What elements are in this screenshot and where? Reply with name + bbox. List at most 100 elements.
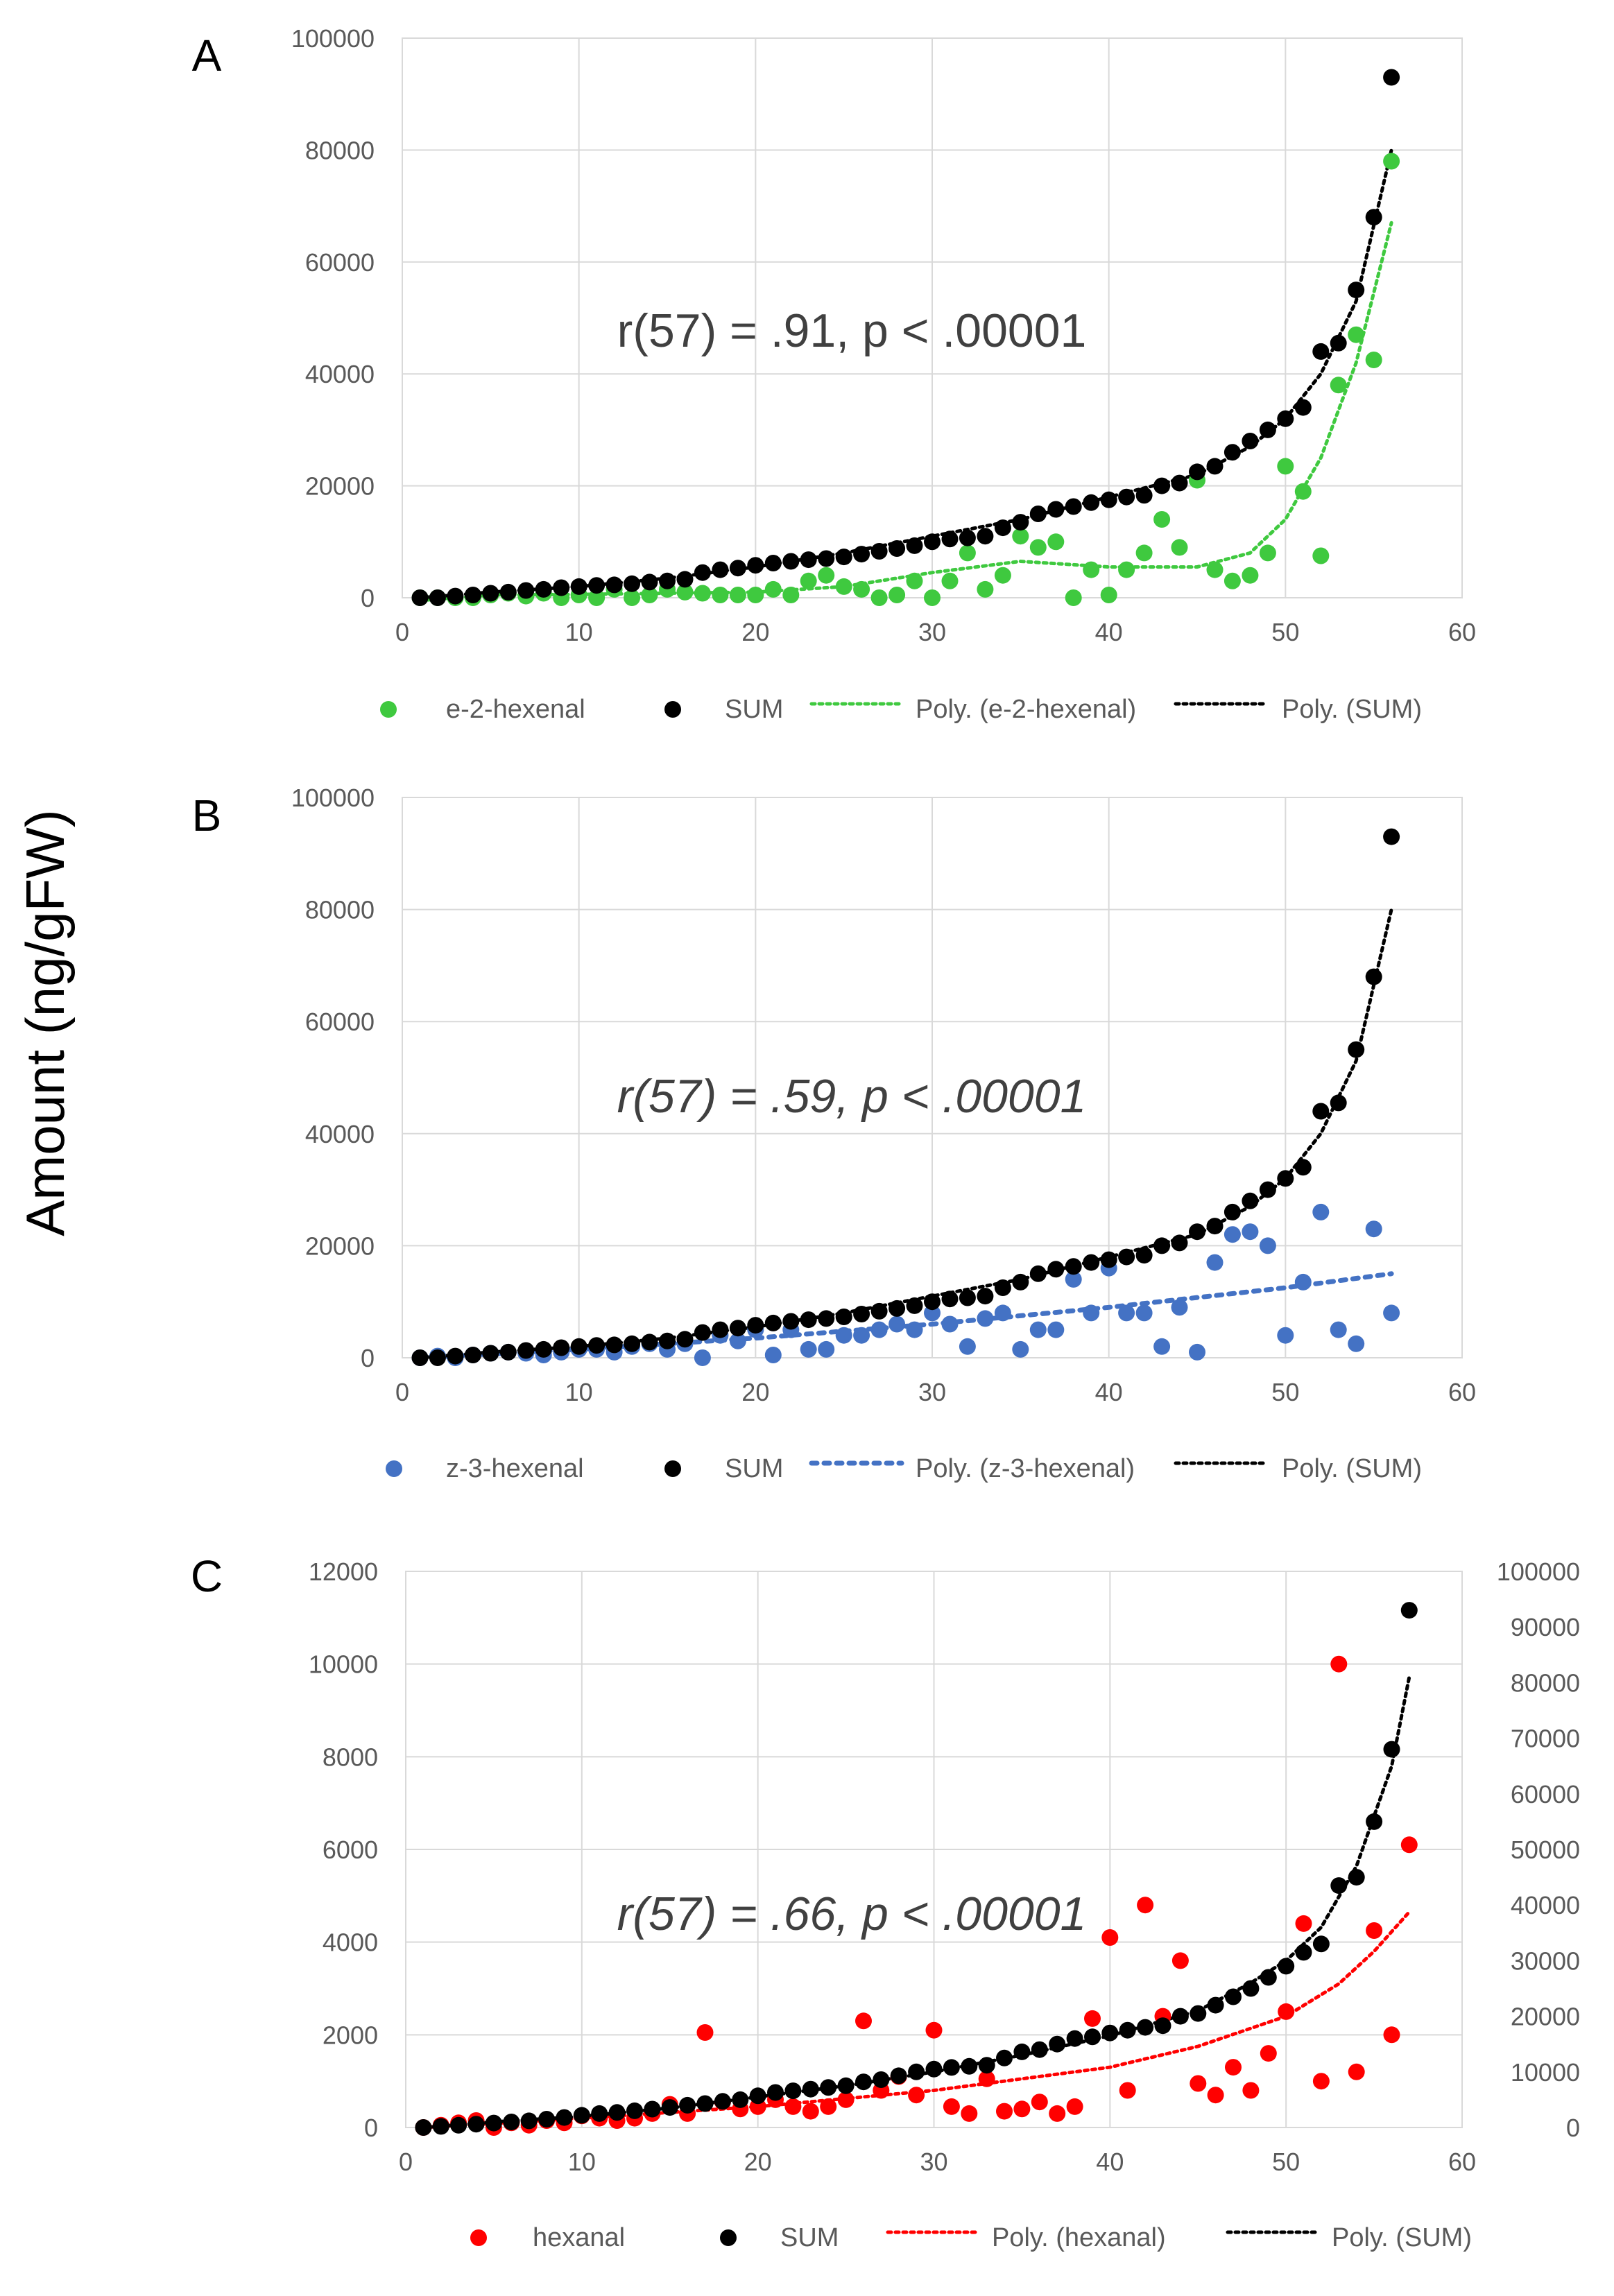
point-sum: [1206, 1218, 1224, 1235]
correlation-annotation: r(57) = .59, p < .00001: [617, 1070, 1087, 1123]
point-sum: [694, 564, 711, 581]
x-tick-label: 30: [920, 2148, 947, 2176]
y-tick-label: 60000: [305, 248, 375, 277]
point-sum: [676, 571, 694, 588]
point-hexanal: [1119, 2082, 1136, 2099]
point-sum: [853, 1306, 870, 1322]
point-e-2-hexenal: [1383, 153, 1400, 170]
x-tick-label: 50: [1271, 1378, 1299, 1406]
point-hexanal: [1066, 2098, 1083, 2115]
point-sum: [520, 2112, 538, 2130]
x-tick-label: 40: [1095, 618, 1123, 646]
point-sum: [1259, 1181, 1276, 1198]
point-sum: [747, 557, 764, 574]
point-sum: [573, 2107, 590, 2124]
x-tick-label: 50: [1272, 2148, 1300, 2176]
point-sum: [482, 585, 499, 602]
point-sum: [588, 1337, 606, 1354]
point-sum: [764, 555, 782, 571]
point-sum: [1330, 1094, 1347, 1112]
point-hexanal: [943, 2098, 960, 2115]
point-sum: [679, 2096, 696, 2114]
correlation-annotation: r(57) = .66, p < .00001: [617, 1888, 1087, 1940]
point-hexanal: [1348, 2063, 1365, 2080]
point-sum: [818, 1310, 835, 1327]
point-sum: [1153, 477, 1171, 494]
point-sum: [1189, 1223, 1205, 1241]
point-sum: [835, 549, 852, 566]
point-z-3-hexenal: [977, 1310, 994, 1327]
y-tick-label: 40000: [305, 360, 375, 388]
point-z-3-hexenal: [853, 1327, 870, 1344]
point-sum: [1365, 209, 1382, 226]
y2-tick-label: 70000: [1511, 1725, 1580, 1753]
point-hexanal: [1242, 2082, 1260, 2099]
point-sum: [411, 1349, 429, 1366]
point-sum: [1259, 421, 1276, 438]
point-sum: [432, 2118, 449, 2135]
point-e-2-hexenal: [853, 580, 870, 598]
point-e-2-hexenal: [906, 572, 923, 589]
point-sum: [1100, 491, 1117, 508]
point-sum: [1137, 2019, 1154, 2036]
point-e-2-hexenal: [835, 578, 852, 595]
point-sum: [961, 2057, 978, 2075]
point-z-3-hexenal: [1135, 1304, 1153, 1322]
point-sum: [1330, 1877, 1348, 1894]
point-sum: [941, 530, 959, 548]
x-tick-label: 0: [395, 1378, 409, 1406]
y-tick-label: 100000: [291, 784, 375, 812]
point-e-2-hexenal: [1330, 377, 1347, 394]
point-sum: [1225, 1988, 1242, 2005]
point-sum: [429, 1349, 446, 1366]
point-sum: [1294, 1159, 1312, 1176]
point-sum: [1065, 1258, 1082, 1275]
point-z-3-hexenal: [764, 1347, 782, 1363]
point-e-2-hexenal: [1153, 511, 1171, 528]
point-sum: [714, 2093, 731, 2110]
point-e-2-hexenal: [870, 589, 888, 606]
point-sum: [1383, 1741, 1400, 1758]
x-tick-label: 20: [744, 2148, 772, 2176]
legend-label: e-2-hexenal: [446, 695, 585, 724]
point-hexanal: [837, 2091, 855, 2108]
y-tick-label: 0: [361, 1344, 375, 1372]
point-z-3-hexenal: [1277, 1327, 1294, 1344]
point-sum: [1207, 1996, 1224, 2014]
x-tick-label: 10: [565, 618, 593, 646]
point-z-3-hexenal: [1065, 1270, 1082, 1288]
point-sum: [1013, 2043, 1031, 2060]
point-sum: [870, 1302, 888, 1320]
x-tick-label: 10: [565, 1378, 593, 1406]
y2-tick-label: 10000: [1511, 2058, 1580, 2087]
point-z-3-hexenal: [1118, 1304, 1135, 1322]
point-sum: [1295, 1944, 1312, 1961]
point-e-2-hexenal: [1312, 547, 1330, 564]
point-hexanal: [1171, 1952, 1189, 1969]
point-sum: [606, 1336, 623, 1354]
panel-letter: C: [191, 1551, 223, 1601]
point-hexanal: [978, 2070, 995, 2087]
point-sum: [588, 577, 606, 594]
point-sum: [517, 1342, 535, 1359]
point-sum: [1400, 1602, 1418, 1619]
trendline-poly-sum-: [421, 1675, 1411, 2130]
point-sum: [1278, 1958, 1295, 1975]
point-sum: [1190, 2005, 1207, 2022]
point-e-2-hexenal: [712, 587, 729, 603]
point-sum: [464, 1347, 481, 1363]
point-z-3-hexenal: [1083, 1304, 1100, 1322]
point-hexanal: [1084, 2010, 1101, 2027]
point-sum: [1277, 1170, 1294, 1187]
point-hexanal: [925, 2021, 943, 2039]
point-e-2-hexenal: [624, 589, 641, 606]
point-sum: [873, 2071, 890, 2088]
point-sum: [1312, 1103, 1330, 1120]
legend-label: Poly. (SUM): [1282, 1454, 1422, 1483]
point-hexanal: [1049, 2105, 1066, 2122]
point-e-2-hexenal: [888, 587, 906, 603]
point-sum: [606, 576, 623, 594]
y-tick-label: 60000: [305, 1008, 375, 1036]
point-e-2-hexenal: [1047, 533, 1065, 551]
chart-panel-b: 0 20000 40000 60000 80000 100000 0 10 20 30 40 50 60…: [192, 784, 1476, 1483]
